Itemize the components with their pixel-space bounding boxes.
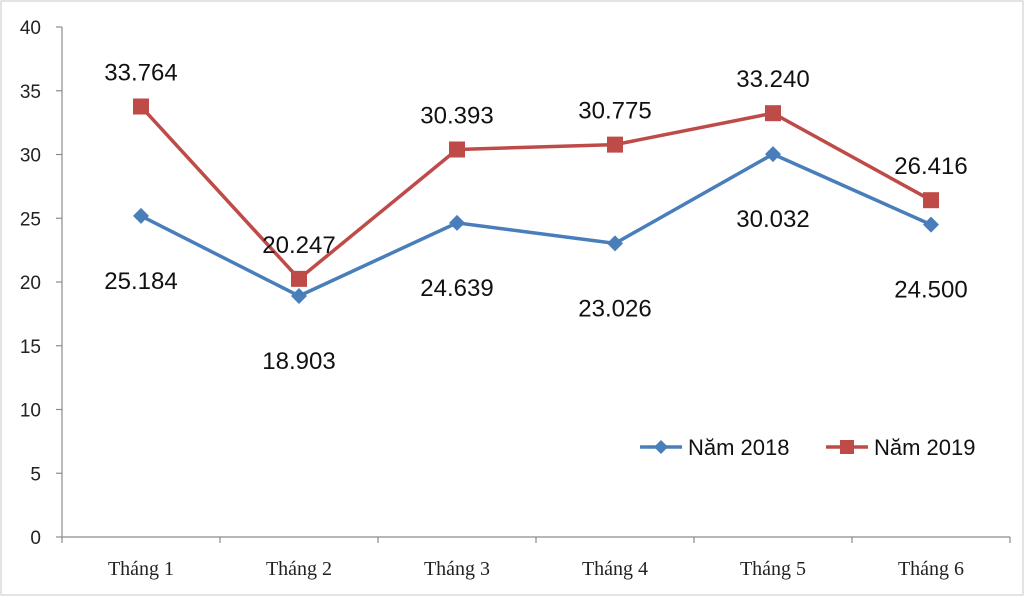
- data-label: 30.032: [736, 206, 809, 233]
- y-tick-label: 35: [20, 82, 41, 103]
- data-label: 30.775: [578, 98, 651, 125]
- x-tick-label: Tháng 2: [266, 558, 332, 580]
- data-point-marker: [133, 98, 149, 115]
- data-point-marker: [449, 214, 465, 231]
- data-point-marker: [607, 136, 623, 153]
- legend-marker: [840, 440, 854, 454]
- y-tick-label: 40: [20, 18, 41, 39]
- data-point-marker: [449, 141, 465, 158]
- data-point-marker: [765, 146, 781, 163]
- data-point-marker: [291, 287, 307, 304]
- data-point-marker: [765, 105, 781, 122]
- data-label: 33.240: [736, 66, 809, 93]
- y-tick-label: 25: [20, 209, 41, 230]
- series-markers: [133, 98, 939, 304]
- y-tick-label: 15: [20, 337, 41, 358]
- x-tick-label: Tháng 4: [582, 558, 648, 580]
- data-point-marker: [291, 270, 307, 287]
- data-label: 24.639: [420, 275, 493, 302]
- series-lines: [139, 105, 932, 298]
- data-point-marker: [133, 207, 149, 224]
- legend: Năm 2018 Năm 2019: [640, 435, 976, 460]
- data-label: 30.393: [420, 102, 493, 129]
- data-label: 33.764: [104, 60, 177, 87]
- data-label: 24.500: [894, 277, 967, 304]
- y-tick-labels: 0 5 10 15 20 25 30 35 40: [20, 18, 41, 549]
- axes: [56, 26, 1011, 543]
- y-tick-label: 10: [20, 401, 41, 422]
- legend-label: Năm 2018: [688, 435, 790, 460]
- series-line-1: [140, 152, 932, 298]
- y-tick-label: 0: [30, 528, 41, 549]
- data-point-marker: [607, 235, 623, 252]
- y-tick-label: 30: [20, 146, 41, 167]
- y-tick-label: 20: [20, 273, 41, 294]
- data-label: 18.903: [262, 348, 335, 375]
- series-line-2: [139, 105, 932, 281]
- x-tick-labels: Tháng 1 Tháng 2 Tháng 3 Tháng 4 Tháng 5 Tháng…: [108, 558, 964, 580]
- x-tick-label: Tháng 3: [424, 558, 490, 580]
- data-labels: 25.184 18.903 24.639 23.026 30.032 24.500 33.7…: [104, 60, 967, 375]
- legend-label: Năm 2019: [874, 435, 976, 460]
- data-label: 26.416: [894, 153, 967, 180]
- x-tick-label: Tháng 5: [740, 558, 806, 580]
- x-tick-label: Tháng 1: [108, 558, 174, 580]
- y-tick-label: 5: [30, 464, 41, 485]
- data-point-marker: [923, 216, 939, 233]
- x-tick-label: Tháng 6: [898, 558, 964, 580]
- data-label: 23.026: [578, 295, 651, 322]
- data-point-marker: [923, 192, 939, 209]
- legend-marker: [654, 440, 668, 454]
- data-label: 20.247: [262, 232, 335, 259]
- data-label: 25.184: [104, 268, 177, 295]
